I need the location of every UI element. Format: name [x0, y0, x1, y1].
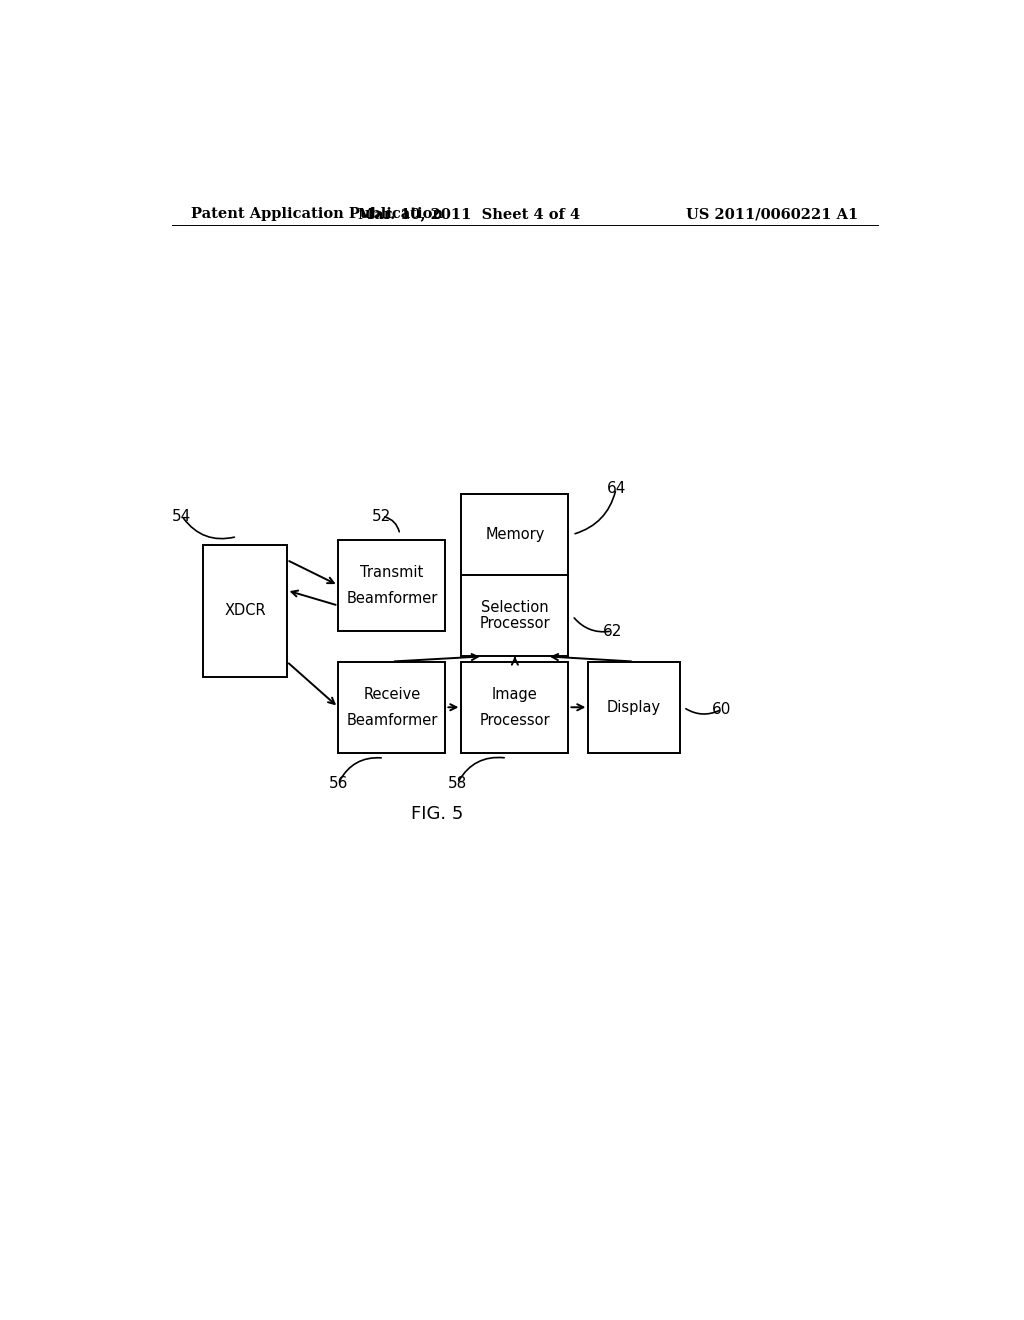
Text: 60: 60 — [712, 702, 731, 717]
Text: 58: 58 — [447, 776, 467, 791]
Text: Patent Application Publication: Patent Application Publication — [191, 207, 443, 222]
Text: Beamformer: Beamformer — [346, 713, 437, 727]
Text: Processor: Processor — [479, 713, 550, 727]
Bar — [204, 545, 287, 677]
Text: US 2011/0060221 A1: US 2011/0060221 A1 — [686, 207, 858, 222]
Text: Receive: Receive — [364, 686, 421, 702]
Bar — [461, 661, 568, 752]
Text: 64: 64 — [606, 482, 626, 496]
Text: Display: Display — [607, 700, 660, 714]
Text: Beamformer: Beamformer — [346, 590, 437, 606]
Text: Image: Image — [492, 686, 538, 702]
Bar — [338, 540, 445, 631]
Text: Mar. 10, 2011  Sheet 4 of 4: Mar. 10, 2011 Sheet 4 of 4 — [358, 207, 581, 222]
Bar — [588, 661, 680, 752]
Text: Transmit: Transmit — [360, 565, 424, 579]
Text: 54: 54 — [172, 508, 191, 524]
Text: Selection: Selection — [481, 601, 549, 615]
Text: 62: 62 — [602, 623, 622, 639]
Text: Memory: Memory — [485, 527, 545, 543]
Text: Processor: Processor — [479, 616, 550, 631]
Text: 52: 52 — [373, 508, 391, 524]
Text: XDCR: XDCR — [224, 603, 266, 618]
Bar — [461, 494, 568, 656]
Text: 56: 56 — [329, 776, 348, 791]
Bar — [338, 661, 445, 752]
Text: FIG. 5: FIG. 5 — [412, 805, 464, 822]
